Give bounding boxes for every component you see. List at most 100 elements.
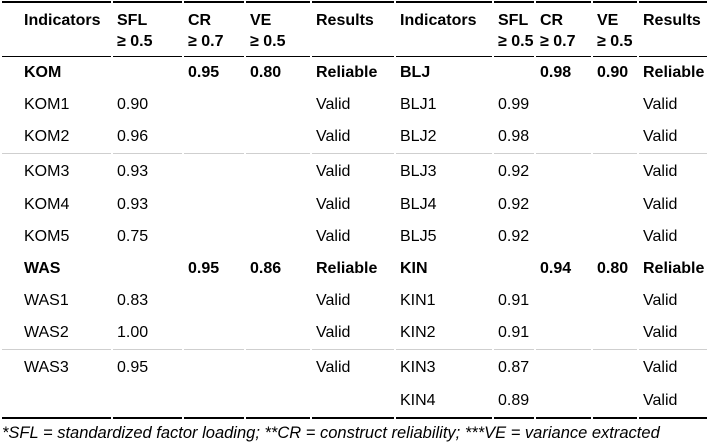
header-line1: SFL bbox=[117, 12, 148, 29]
table-cell: 1.00 bbox=[117, 324, 149, 341]
table-cell: 0.75 bbox=[117, 228, 149, 245]
table-cell: 0.83 bbox=[117, 292, 149, 309]
table-row: KOM3 0.93 Valid BLJ3 0.92 Valid bbox=[2, 153, 707, 189]
table-cell: 0.80 bbox=[597, 260, 629, 277]
table-cell bbox=[184, 153, 244, 189]
table-cell: Valid bbox=[316, 324, 351, 341]
table-cell: 0.89 bbox=[494, 385, 534, 419]
table-cell bbox=[184, 385, 244, 419]
table-cell: KOM2 bbox=[24, 128, 70, 145]
header-cell-cr-right: CR ≥ 0.7 bbox=[536, 1, 591, 57]
table-row: KOM1 0.90 Valid BLJ1 0.99 Valid bbox=[2, 89, 707, 121]
header-line2: ≥ 0.5 bbox=[117, 33, 153, 50]
table-cell: Reliable bbox=[316, 64, 378, 81]
table-cell bbox=[593, 121, 637, 153]
table-row: WAS3 0.95 Valid KIN3 0.87 Valid bbox=[2, 349, 707, 385]
table-cell: 0.98 bbox=[498, 128, 530, 145]
table-cell: KIN4 bbox=[396, 385, 492, 419]
table-cell bbox=[536, 385, 591, 419]
table-cell: Valid bbox=[316, 128, 351, 145]
table-row: KOM5 0.75 Valid BLJ5 0.92 Valid bbox=[2, 221, 707, 253]
table-cell: 0.92 bbox=[494, 153, 534, 189]
table-cell: 0.99 bbox=[498, 96, 530, 113]
table-cell: KIN1 bbox=[400, 292, 436, 309]
header-cell-indicators-left: Indicators bbox=[2, 1, 111, 57]
table-cell bbox=[536, 153, 591, 189]
header-cell-results-right: Results bbox=[639, 1, 707, 57]
table-cell: 0.92 bbox=[498, 228, 530, 245]
table-row: KOM 0.95 0.80 Reliable BLJ 0.98 0.90 Rel… bbox=[2, 57, 707, 89]
table-cell bbox=[494, 57, 534, 89]
header-line2: ≥ 0.7 bbox=[540, 33, 576, 50]
table-cell bbox=[536, 221, 591, 253]
table-cell: 0.91 bbox=[498, 292, 530, 309]
table-cell: Reliable bbox=[316, 260, 378, 277]
table-cell bbox=[184, 89, 244, 121]
table-header: Indicators SFL ≥ 0.5 CR ≥ 0.7 VE ≥ 0.5 Resu… bbox=[2, 1, 707, 57]
table-cell bbox=[113, 253, 182, 285]
table-cell: KOM bbox=[24, 64, 62, 81]
header-line2: ≥ 0.5 bbox=[597, 33, 633, 50]
table-cell: BLJ5 bbox=[400, 228, 437, 245]
table-footnote: *SFL = standardized factor loading; **CR… bbox=[2, 424, 660, 442]
table-row: KOM2 0.96 Valid BLJ2 0.98 Valid bbox=[2, 121, 707, 153]
table-cell bbox=[246, 285, 310, 317]
header-line2: ≥ 0.7 bbox=[188, 33, 224, 50]
table-cell: WAS bbox=[24, 260, 61, 277]
table-row: WAS1 0.83 Valid KIN1 0.91 Valid bbox=[2, 285, 707, 317]
table-cell bbox=[2, 385, 111, 419]
header-cell-indicators-right: Indicators bbox=[396, 1, 492, 57]
table-cell: 0.90 bbox=[117, 96, 149, 113]
table-cell: 0.93 bbox=[113, 153, 182, 189]
table-cell: 0.98 bbox=[540, 64, 572, 81]
table-cell: KIN2 bbox=[400, 324, 436, 341]
table-cell bbox=[593, 317, 637, 349]
table-cell bbox=[593, 221, 637, 253]
table-cell bbox=[593, 153, 637, 189]
table-cell bbox=[184, 349, 244, 385]
table-cell bbox=[312, 385, 394, 419]
table-cell: 0.90 bbox=[597, 64, 629, 81]
table-cell bbox=[246, 121, 310, 153]
table-cell bbox=[184, 221, 244, 253]
table-cell bbox=[536, 189, 591, 221]
header-line1: Results bbox=[643, 12, 701, 29]
table-cell: KOM1 bbox=[24, 96, 70, 113]
table-cell: BLJ4 bbox=[400, 196, 437, 213]
table-body: KOM 0.95 0.80 Reliable BLJ 0.98 0.90 Rel… bbox=[2, 57, 707, 419]
table-row: WAS2 1.00 Valid KIN2 0.91 Valid bbox=[2, 317, 707, 349]
table-cell: 0.92 bbox=[498, 196, 530, 213]
table-cell: WAS2 bbox=[24, 324, 69, 341]
table-cell: 0.86 bbox=[250, 260, 282, 277]
table-cell bbox=[184, 121, 244, 153]
table-cell bbox=[536, 349, 591, 385]
header-line1: Indicators bbox=[400, 12, 477, 29]
table-cell: 0.95 bbox=[113, 349, 182, 385]
table-cell: Valid bbox=[312, 349, 394, 385]
table-cell: 0.91 bbox=[498, 324, 530, 341]
table-cell bbox=[246, 349, 310, 385]
header-line1: CR bbox=[188, 12, 212, 29]
table-cell: KIN3 bbox=[396, 349, 492, 385]
table-cell bbox=[536, 285, 591, 317]
header-line2: ≥ 0.5 bbox=[498, 33, 534, 50]
table-cell: 0.94 bbox=[540, 260, 572, 277]
table-cell: Valid bbox=[643, 96, 678, 113]
table-cell: BLJ bbox=[400, 64, 431, 81]
table-cell: KOM5 bbox=[24, 228, 70, 245]
table-cell: Reliable bbox=[643, 260, 705, 277]
table-row: KOM4 0.93 Valid BLJ4 0.92 Valid bbox=[2, 189, 707, 221]
header-line1: CR bbox=[540, 12, 564, 29]
header-row: Indicators SFL ≥ 0.5 CR ≥ 0.7 VE ≥ 0.5 Resu… bbox=[2, 1, 707, 57]
table-cell bbox=[246, 385, 310, 419]
header-line1: SFL bbox=[498, 12, 529, 29]
table-cell: Valid bbox=[316, 196, 351, 213]
table-cell bbox=[184, 317, 244, 349]
table-cell bbox=[113, 57, 182, 89]
table-cell: Valid bbox=[316, 96, 351, 113]
header-cell-cr-left: CR ≥ 0.7 bbox=[184, 1, 244, 57]
table-cell: Valid bbox=[316, 292, 351, 309]
header-cell-sfl-right: SFL ≥ 0.5 bbox=[494, 1, 534, 57]
header-cell-ve-right: VE ≥ 0.5 bbox=[593, 1, 637, 57]
table-cell bbox=[536, 121, 591, 153]
